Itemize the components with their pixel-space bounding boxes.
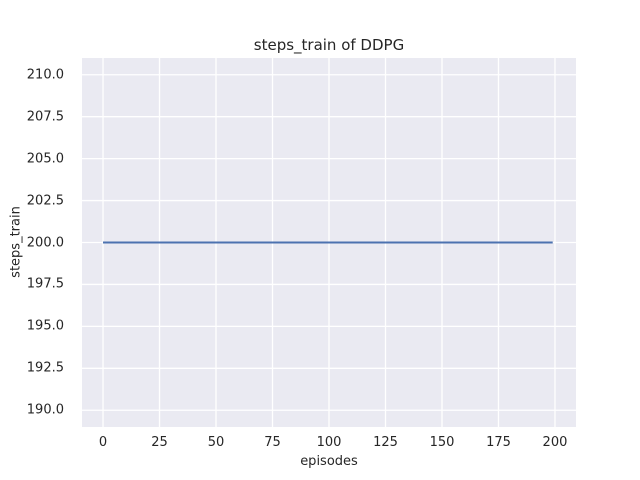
chart-title: steps_train of DDPG [253,36,405,54]
y-tick-label: 205.0 [26,151,64,167]
x-tick-label: 125 [373,435,398,450]
x-tick-label: 100 [316,435,342,450]
y-tick-label: 210.0 [26,67,64,83]
x-tick-label: 75 [264,435,281,450]
y-tick-label: 197.5 [26,276,64,292]
y-tick-label: 200.0 [26,235,64,250]
y-tick-label: 192.5 [26,360,64,376]
x-axis-label: episodes [300,454,358,469]
y-tick-label: 202.5 [26,193,64,209]
y-tick-label: 195.0 [26,318,64,334]
y-tick-label: 207.5 [26,109,64,125]
x-tick-label: 25 [151,435,168,450]
x-tick-label: 50 [207,435,225,450]
plot-area [82,58,576,427]
x-tick-label: 200 [542,435,568,450]
x-tick-label: 175 [486,435,511,450]
x-tick-label: 150 [429,435,455,450]
y-tick-label: 190.0 [26,402,64,418]
x-tick-label: 0 [98,435,108,450]
